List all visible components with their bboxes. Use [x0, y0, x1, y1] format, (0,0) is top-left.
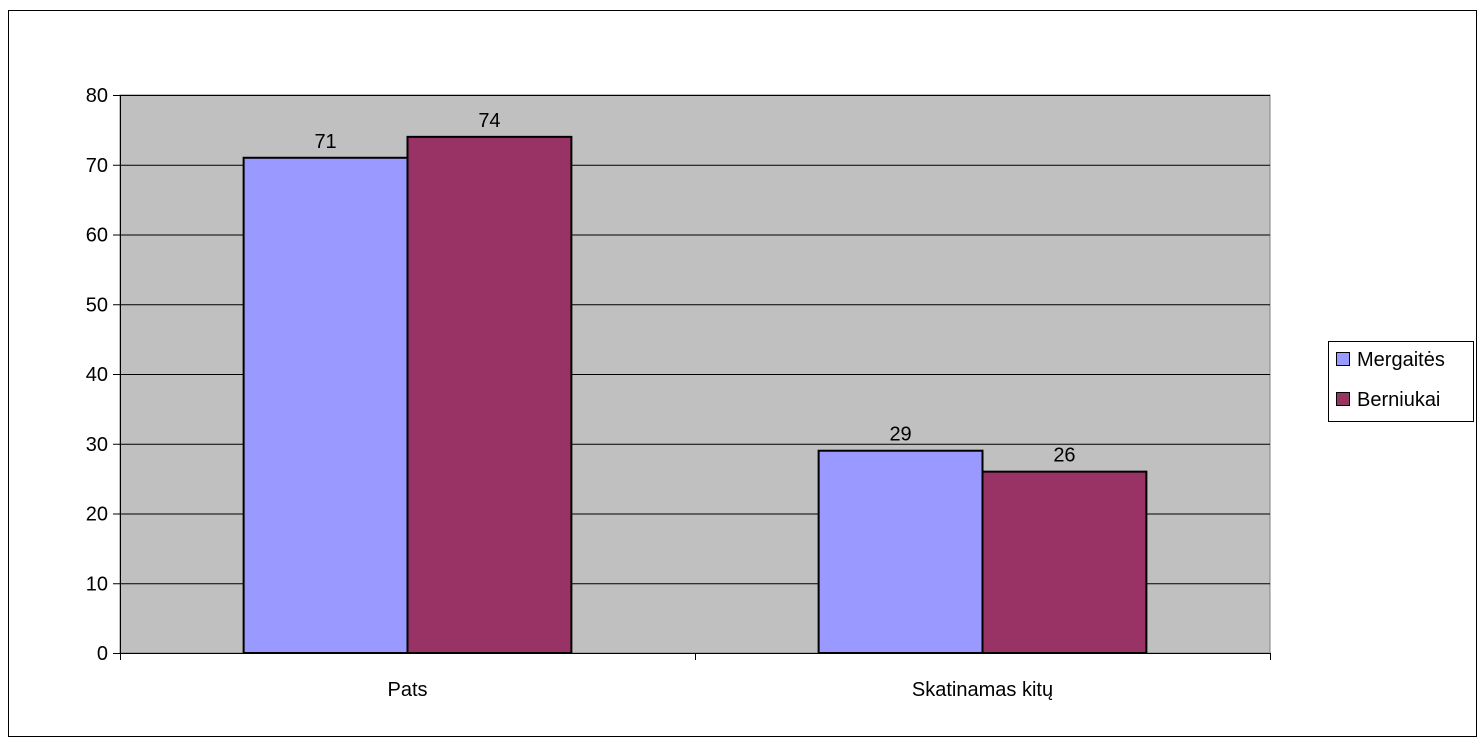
y-tick-label: 10: [86, 573, 108, 595]
bar: [242, 156, 409, 654]
legend-swatch-mergaites: [1336, 352, 1350, 366]
legend-box: [1328, 341, 1474, 422]
y-tick-label: 70: [86, 155, 108, 177]
data-label: 29: [889, 424, 911, 446]
legend: Mergaitės Berniukai: [1328, 341, 1474, 422]
y-axis: 0 10 20 30 40 50 60 70 80: [86, 85, 121, 665]
y-tick-label: 50: [86, 294, 108, 316]
y-tick-label: 20: [86, 504, 108, 526]
y-tick-label: 30: [86, 434, 108, 456]
y-tick-label: 0: [97, 643, 108, 665]
legend-swatch-berniukai: [1336, 392, 1350, 406]
y-tick-label: 40: [86, 364, 108, 386]
legend-label-mergaites: Mergaitės: [1357, 349, 1445, 371]
data-labels: 71 74 29 26: [314, 110, 1075, 467]
data-label: 26: [1053, 445, 1075, 467]
bar: [817, 449, 984, 654]
data-label: 74: [478, 110, 500, 132]
bar: [981, 470, 1148, 654]
y-tick-label: 60: [86, 225, 108, 247]
y-tick-label: 80: [86, 85, 108, 107]
x-tick-label: Pats: [387, 679, 427, 701]
bars: [242, 135, 1148, 655]
legend-label-berniukai: Berniukai: [1357, 389, 1440, 411]
data-label: 71: [314, 131, 336, 153]
x-axis: Pats Skatinamas kitų: [120, 653, 1271, 701]
x-tick-label: Skatinamas kitų: [912, 679, 1053, 701]
bar: [406, 135, 573, 655]
